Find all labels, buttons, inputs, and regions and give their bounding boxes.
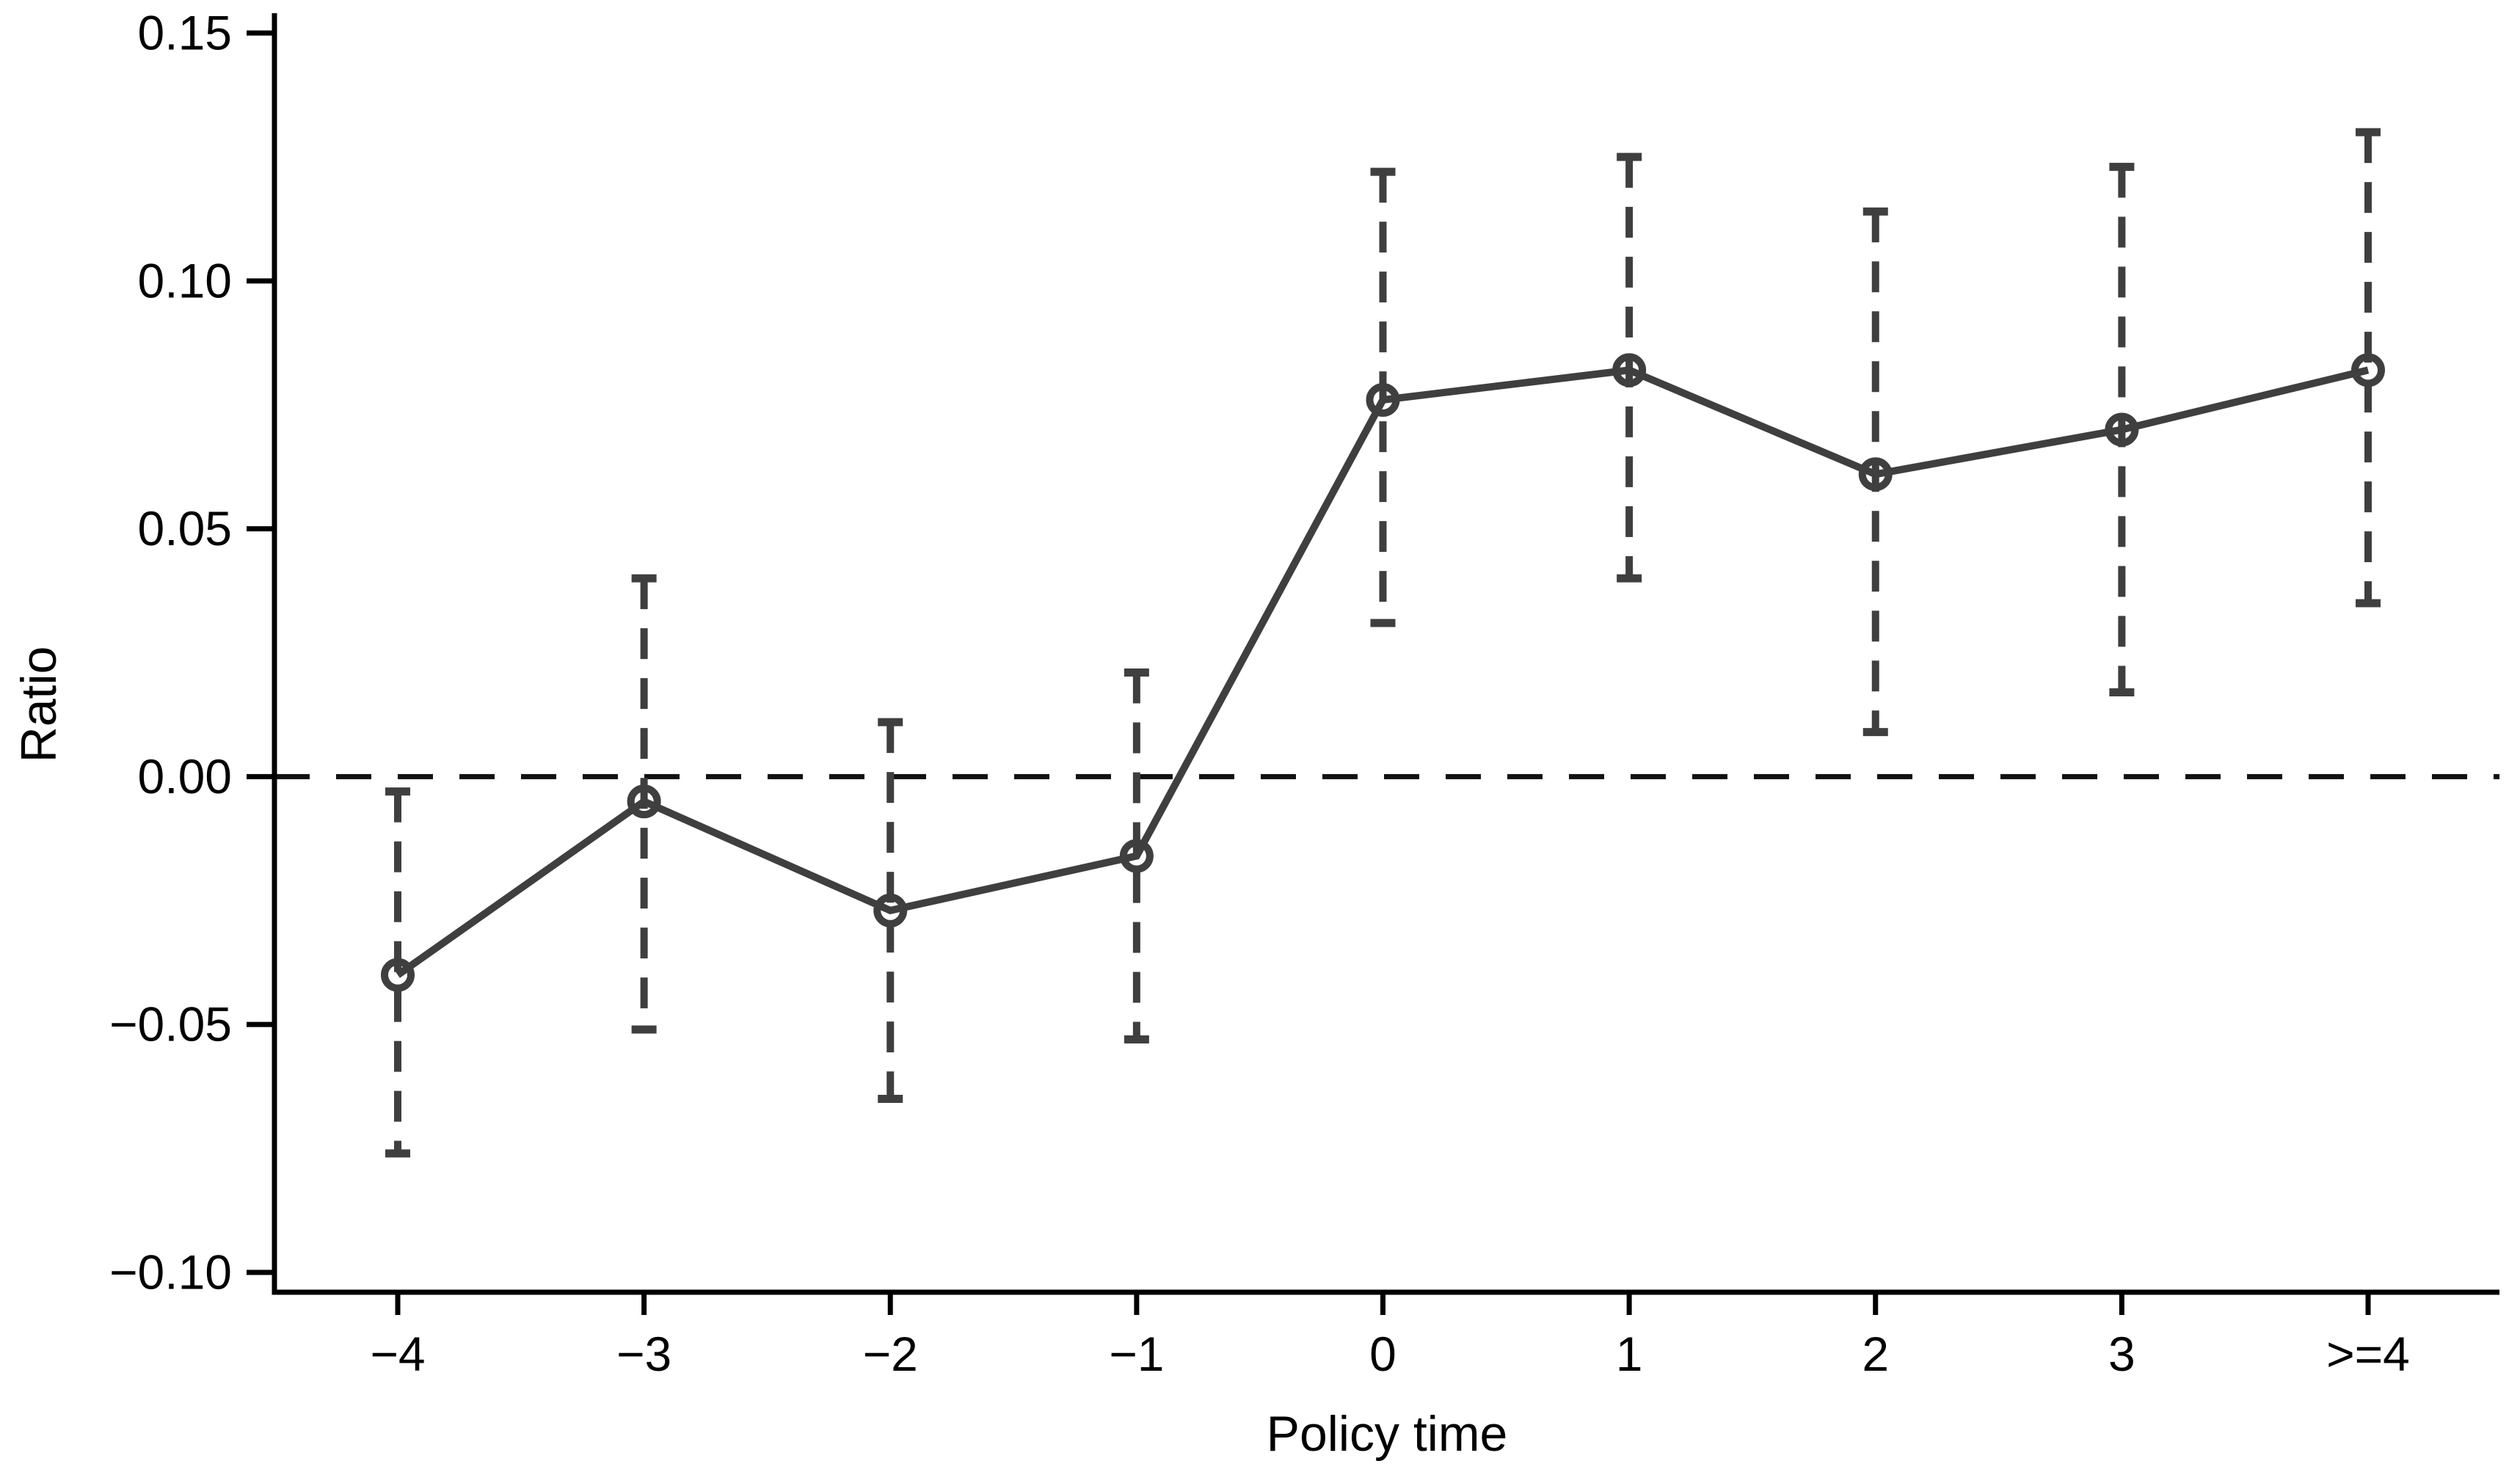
x-tick-label: −4 xyxy=(370,1327,425,1381)
y-tick-label: −0.10 xyxy=(109,1245,232,1299)
data-point-marker xyxy=(2351,353,2385,387)
y-tick-label: 0.10 xyxy=(138,253,232,307)
x-tick-label: −1 xyxy=(1109,1327,1164,1381)
x-axis-title: Policy time xyxy=(1266,1406,1508,1462)
data-point-marker xyxy=(1858,457,1893,492)
y-tick-label: −0.05 xyxy=(109,997,232,1052)
data-point-marker xyxy=(873,893,908,928)
data-point-marker xyxy=(627,784,661,819)
data-point-marker xyxy=(2105,412,2139,447)
x-tick-label: 1 xyxy=(1616,1327,1643,1381)
y-tick-label: 0.05 xyxy=(138,501,232,555)
x-tick-label: 0 xyxy=(1369,1327,1396,1381)
x-tick-label: 2 xyxy=(1862,1327,1889,1381)
y-axis-title: Ratio xyxy=(11,646,67,763)
series-line xyxy=(396,366,2370,978)
y-tick-label: 0.00 xyxy=(138,749,232,804)
data-point-marker xyxy=(1119,839,1154,873)
y-tick-label: 0.15 xyxy=(138,5,232,59)
x-tick-label: −3 xyxy=(616,1327,671,1381)
data-point-marker xyxy=(1366,382,1400,417)
x-tick-label: 3 xyxy=(2108,1327,2135,1381)
x-tick-label: −2 xyxy=(863,1327,918,1381)
x-tick-label: >=4 xyxy=(2326,1327,2410,1381)
data-point-marker xyxy=(1612,353,1647,387)
data-point-marker xyxy=(381,958,415,992)
